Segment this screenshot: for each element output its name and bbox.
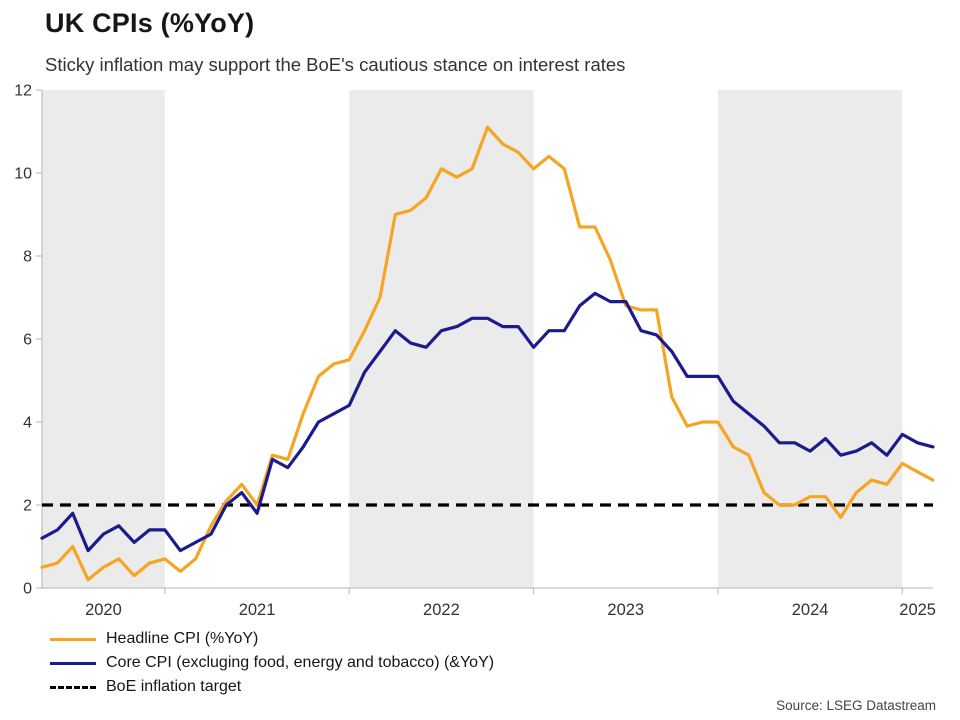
x-tick-label: 2021 <box>239 601 276 619</box>
headline-cpi-line <box>40 125 935 582</box>
chart-title: UK CPIs (%YoY) <box>45 8 255 38</box>
chart-subtitle: Sticky inflation may support the BoE's c… <box>45 54 626 75</box>
y-tick-label: 12 <box>14 83 32 100</box>
target-line-swatch <box>50 685 96 689</box>
y-tick-label: 0 <box>23 581 32 598</box>
year-band-2024 <box>717 90 903 588</box>
y-tick-label: 2 <box>23 498 32 515</box>
x-tick-label: 2024 <box>792 601 829 619</box>
legend-item-core: Core CPI (excluging food, energy and tob… <box>50 652 494 674</box>
source-credit: Source: LSEG Datastream <box>776 698 936 713</box>
legend-item-target: BoE inflation target <box>50 676 494 698</box>
legend-label-target: BoE inflation target <box>106 678 242 695</box>
legend-label-core: Core CPI (excluging food, energy and tob… <box>106 654 495 671</box>
y-tick-label: 10 <box>14 166 32 183</box>
headline-line-swatch <box>50 637 96 641</box>
y-tick-label: 8 <box>23 249 32 266</box>
year-band-2020 <box>42 90 165 588</box>
y-tick-label: 6 <box>23 332 32 349</box>
y-tick-label: 4 <box>23 415 32 432</box>
x-tick-label: 2020 <box>85 601 122 619</box>
year-band-2022 <box>349 90 534 588</box>
x-tick-label: 2023 <box>607 601 644 619</box>
x-tick-label: 2022 <box>423 601 460 619</box>
legend-label-headline: Headline CPI (%YoY) <box>106 630 259 647</box>
core-line-swatch <box>50 661 96 665</box>
core-cpi-line <box>40 291 935 553</box>
chart-canvas: 0 2 4 6 8 10 12 2020 2021 2022 2023 2024 2025 <box>14 83 936 620</box>
x-tick-label: 2025 <box>899 601 936 619</box>
legend-item-headline: Headline CPI (%YoY) <box>50 628 494 650</box>
legend: Headline CPI (%YoY) Core CPI (excluging … <box>50 628 494 698</box>
